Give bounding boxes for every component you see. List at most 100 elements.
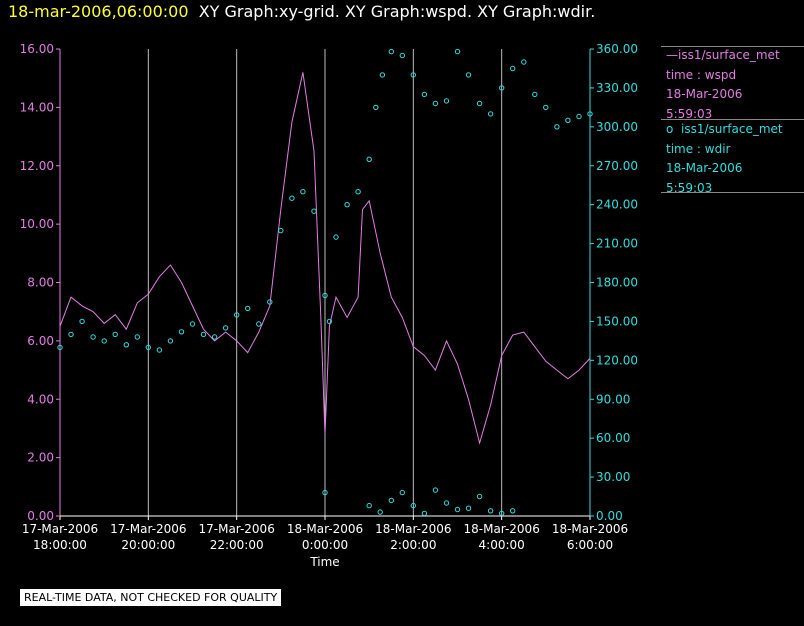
y-left-tick-label: 12.00	[20, 159, 54, 173]
legend-wspd-var: time : wspd	[666, 67, 737, 82]
wdir-point	[344, 202, 350, 208]
wdir-point	[200, 331, 207, 338]
wdir-point	[465, 505, 472, 511]
wdir-point	[366, 502, 372, 509]
wdir-series	[57, 48, 593, 517]
legend-wspd-name: iss1/surface_met	[678, 48, 780, 62]
wdir-point	[311, 208, 317, 214]
y-right-tick-label: 180.00	[596, 276, 638, 290]
wdir-point	[278, 227, 284, 234]
wdir-point	[421, 91, 428, 98]
wdir-point	[333, 234, 339, 240]
wdir-point	[57, 344, 63, 351]
timestamp: 18-mar-2006,06:00:00	[8, 2, 189, 21]
wdir-point	[145, 344, 152, 351]
x-tick-label: 17-Mar-2006 20:00:00	[110, 522, 186, 552]
x-tick-label: 18-Mar-2006 2:00:00	[375, 522, 451, 552]
wdir-point	[79, 318, 85, 325]
y-left-tick-label: 14.00	[20, 100, 54, 114]
legend-wdir-var: time : wdir	[666, 141, 731, 156]
legend-wspd-time: 5:59:03	[666, 106, 713, 121]
wdir-point	[388, 48, 394, 55]
x-tick-label: 17-Mar-2006 22:00:00	[198, 522, 274, 552]
wdir-point	[399, 489, 405, 496]
legend-wspd-date: 18-Mar-2006	[666, 87, 743, 101]
y-right-tick-label: 150.00	[596, 314, 638, 328]
wdir-point	[499, 85, 505, 91]
wdir-point	[289, 195, 295, 201]
wdir-point	[410, 72, 416, 78]
wdir-point	[399, 52, 405, 59]
wdir-point	[576, 113, 582, 120]
y-right-tick-label: 240.00	[596, 198, 638, 212]
wdir-point	[211, 334, 218, 340]
y-right-tick-label: 30.00	[596, 470, 630, 484]
grid	[147, 49, 503, 516]
y-right-tick-label: 360.00	[596, 42, 638, 56]
legend-wdir: o iss1/surface_met time : wdir 18-Mar-20…	[666, 120, 783, 198]
disclaimer-badge: REAL-TIME DATA, NOT CHECKED FOR QUALITY	[20, 589, 282, 606]
y-left-tick-label: 8.00	[27, 276, 54, 290]
legend-wdir-date: 18-Mar-2006	[666, 161, 743, 175]
y-left-tick-label: 16.00	[20, 42, 54, 56]
wdir-point	[587, 111, 593, 117]
y-left-tick-label: 2.00	[27, 451, 54, 465]
wdir-point	[388, 497, 394, 504]
wdir-point	[234, 312, 240, 318]
y-right-tick-label: 270.00	[596, 159, 638, 173]
wdir-point	[245, 305, 251, 312]
legend-wdir-name: iss1/surface_met	[680, 122, 783, 136]
wdir-point	[355, 189, 361, 195]
wdir-point	[112, 331, 118, 338]
x-tick-label: 18-Mar-2006 4:00:00	[463, 522, 539, 552]
wdir-point	[487, 508, 494, 514]
wdir-point	[322, 489, 328, 496]
y-left-tick-label: 0.00	[27, 509, 54, 523]
y-right-tick-label: 120.00	[596, 353, 638, 367]
wdir-point	[532, 91, 538, 98]
y-right-tick-label: 0.00	[596, 509, 623, 523]
wspd-series	[59, 72, 591, 445]
legend-wspd: —iss1/surface_met time : wspd 18-Mar-200…	[666, 46, 780, 124]
legend-wdir-time: 5:59:03	[666, 180, 713, 195]
wdir-point	[454, 48, 461, 55]
wdir-point	[189, 321, 196, 327]
wdir-point	[543, 104, 549, 111]
wdir-point	[454, 506, 461, 513]
legend-separator	[661, 192, 804, 193]
wdir-point	[377, 509, 383, 515]
tick-labels: 17-Mar-2006 18:00:00 17-Mar-2006 20:00:00 17…	[20, 42, 638, 569]
wdir-point	[167, 338, 174, 344]
wdir-point	[476, 100, 483, 107]
y-right-tick-label: 330.00	[596, 81, 638, 95]
x-tick-label: 18-Mar-2006 6:00:00	[552, 522, 628, 552]
wdir-point	[300, 189, 306, 195]
wdir-point	[366, 156, 372, 163]
wdir-point	[156, 347, 163, 353]
graph-titles: XY Graph:xy-grid. XY Graph:wspd. XY Grap…	[198, 2, 596, 21]
y-right-tick-label: 90.00	[596, 392, 630, 406]
wdir-point	[499, 510, 505, 517]
wdir-point	[101, 338, 107, 344]
wdir-point	[521, 59, 527, 65]
x-tick-label: 18-Mar-2006 0:00:00	[287, 522, 363, 552]
wdir-point	[373, 104, 379, 111]
wdir-point	[432, 100, 439, 107]
wdir-point	[510, 65, 516, 72]
wdir-point	[90, 334, 96, 340]
legend-separator	[661, 46, 804, 47]
header: 18-mar-2006,06:00:00 XY Graph:xy-grid. X…	[8, 2, 595, 21]
wdir-point	[68, 331, 74, 338]
wdir-point	[443, 98, 450, 104]
wdir-point	[443, 500, 450, 506]
wdir-point	[322, 292, 328, 299]
y-right-tick-label: 60.00	[596, 431, 630, 445]
wdir-point	[487, 111, 494, 117]
y-right-tick-label: 300.00	[596, 120, 638, 134]
wdir-point	[178, 329, 185, 335]
y-left-tick-label: 10.00	[20, 217, 54, 231]
wdir-point	[432, 487, 439, 493]
wdir-point	[465, 72, 472, 78]
wdir-point	[256, 321, 262, 327]
